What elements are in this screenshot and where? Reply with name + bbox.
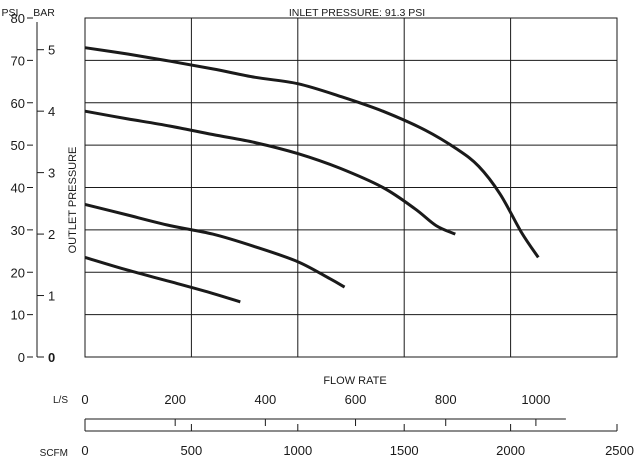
chart-title: INLET PRESSURE: 91.3 PSI <box>289 7 425 19</box>
ls-axis: 0 200 400 600 800 1000 <box>81 392 566 426</box>
pressure-curve-3 <box>85 204 345 287</box>
scfm-axis-label: SCFM <box>40 448 68 459</box>
ls-tick-label: 200 <box>164 392 186 407</box>
scfm-tick-label: 500 <box>181 443 203 458</box>
psi-axis: 0 10 20 30 40 50 60 70 80 <box>11 11 33 365</box>
psi-tick-label: 60 <box>11 96 25 111</box>
y-axis-title: OUTLET PRESSURE <box>67 147 79 254</box>
ls-tick-label: 0 <box>81 392 88 407</box>
psi-tick-label: 10 <box>11 308 25 323</box>
pressure-curve-1 <box>85 48 538 258</box>
ls-axis-label: L/S <box>53 395 68 406</box>
psi-tick-label: 40 <box>11 181 25 196</box>
bar-axis-label: BAR <box>33 7 55 19</box>
scfm-tick-label: 0 <box>81 443 88 458</box>
psi-tick-label: 50 <box>11 138 25 153</box>
psi-tick-label: 70 <box>11 53 25 68</box>
plot-grid <box>85 18 617 357</box>
psi-tick-label: 30 <box>11 223 25 238</box>
psi-tick-label: 80 <box>11 11 25 26</box>
ls-tick-label: 400 <box>255 392 277 407</box>
ls-tick-label: 800 <box>435 392 457 407</box>
bar-axis: 0 1 2 3 4 5 <box>37 22 55 365</box>
bar-tick-label: 5 <box>48 43 55 58</box>
bar-tick-label: 4 <box>48 104 55 119</box>
psi-tick-label: 20 <box>11 265 25 280</box>
pressure-curves <box>85 48 538 302</box>
bar-tick-label: 2 <box>48 227 55 242</box>
x-axis-title: FLOW RATE <box>323 375 386 387</box>
ls-tick-label: 600 <box>345 392 367 407</box>
psi-tick-label: 0 <box>18 350 25 365</box>
scfm-tick-label: 1500 <box>390 443 419 458</box>
bar-tick-label: 0 <box>48 350 55 365</box>
pressure-curve-4 <box>85 257 240 302</box>
scfm-tick-label: 2500 <box>605 443 634 458</box>
scfm-tick-label: 1000 <box>283 443 312 458</box>
scfm-tick-label: 2000 <box>496 443 525 458</box>
bar-tick-label: 1 <box>48 289 55 304</box>
pressure-curve-2 <box>85 111 455 234</box>
scfm-axis: 0 500 1000 1500 2000 2500 <box>81 424 634 458</box>
bar-tick-label: 3 <box>48 166 55 181</box>
ls-tick-label: 1000 <box>521 392 550 407</box>
